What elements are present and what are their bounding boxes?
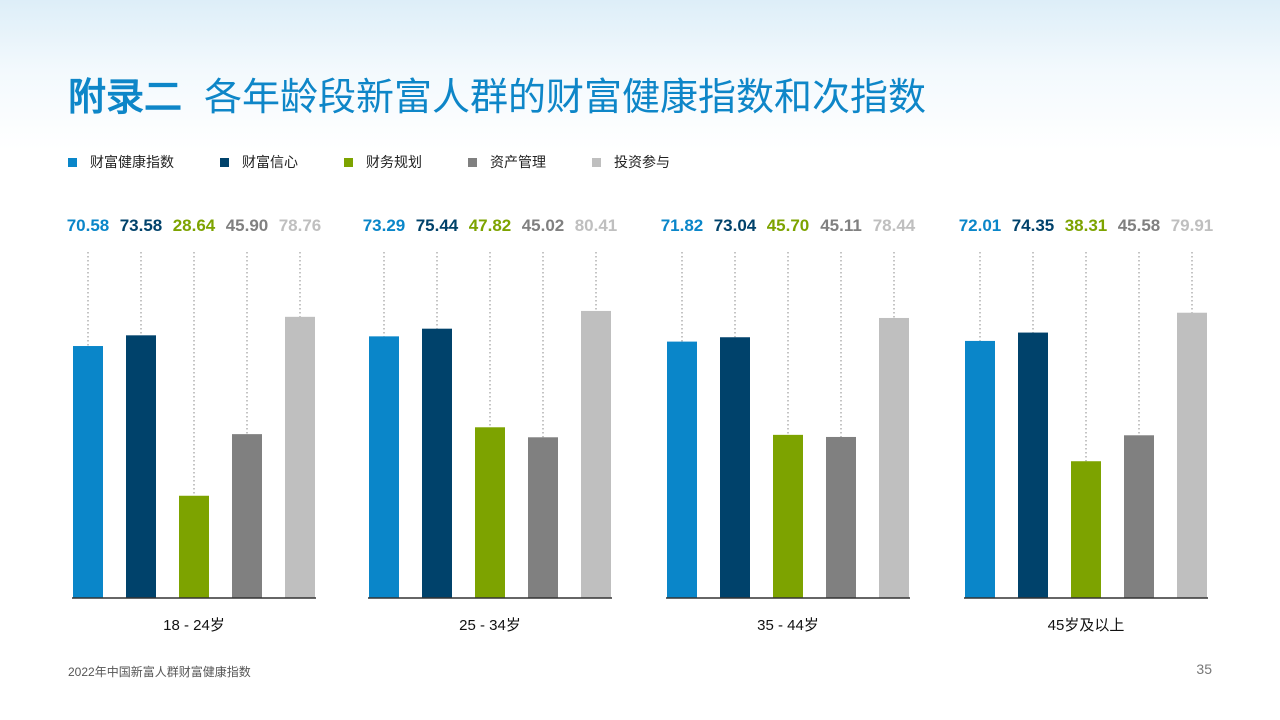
bar-value-label: 78.76	[279, 216, 322, 235]
legend-swatch-4	[592, 157, 601, 167]
title-prefix: 附录二	[68, 77, 183, 119]
bar-value-label: 73.29	[363, 216, 406, 235]
bar	[179, 495, 209, 598]
bar-value-label: 45.70	[767, 216, 810, 235]
legend-item-0: 财富健康指数	[68, 152, 174, 172]
title-text: 各年龄段新富人群的财富健康指数和次指数	[204, 77, 927, 119]
bar	[965, 340, 995, 598]
bar-value-label: 73.58	[120, 216, 163, 235]
bar-value-label: 80.41	[575, 216, 618, 235]
bar	[475, 427, 505, 598]
bar	[773, 434, 803, 598]
legend-swatch-1	[220, 157, 229, 167]
bar-value-label: 45.11	[820, 216, 862, 235]
footer-source: 2022年中国新富人群财富健康指数	[68, 665, 251, 679]
bar-value-label: 74.35	[1012, 216, 1055, 235]
legend-label-2: 财务规划	[366, 154, 422, 170]
legend-label-1: 财富信心	[242, 154, 298, 170]
legend-swatch-2	[344, 157, 353, 167]
bar	[1177, 312, 1207, 598]
bar-value-label: 45.58	[1118, 216, 1161, 235]
bar	[422, 328, 452, 598]
legend-item-2: 财务规划	[344, 152, 422, 172]
bar-value-label: 79.91	[1171, 216, 1214, 235]
bar	[879, 317, 909, 598]
bar	[528, 437, 558, 598]
group-label: 45岁及以上	[1048, 617, 1125, 634]
bar-value-label: 71.82	[661, 216, 704, 235]
group-label: 18 - 24岁	[163, 617, 225, 634]
page-number: 35	[1196, 661, 1212, 677]
bar	[232, 434, 262, 598]
legend-swatch-3	[468, 157, 477, 167]
bar	[1124, 435, 1154, 598]
bar-value-label: 75.44	[416, 216, 459, 235]
chart-legend: 财富健康指数 财富信心 财务规划 资产管理 投资参与	[68, 152, 716, 172]
bar-value-label: 38.31	[1065, 216, 1108, 235]
bar	[126, 335, 156, 598]
bar-value-label: 45.02	[522, 216, 565, 235]
bar	[73, 346, 103, 598]
bar-value-label: 47.82	[469, 216, 512, 235]
bar-value-label: 73.04	[714, 216, 757, 235]
bar-value-label: 70.58	[67, 216, 110, 235]
legend-item-1: 财富信心	[220, 152, 298, 172]
bar-value-label: 45.90	[226, 216, 269, 235]
group-label: 35 - 44岁	[757, 617, 819, 634]
bar	[369, 336, 399, 598]
legend-label-3: 资产管理	[490, 154, 546, 170]
bar	[1018, 332, 1048, 598]
legend-item-4: 投资参与	[592, 152, 670, 172]
page-title: 附录二 各年龄段新富人群的财富健康指数和次指数	[68, 77, 927, 120]
legend-swatch-0	[68, 157, 77, 167]
bar	[581, 310, 611, 598]
legend-item-3: 资产管理	[468, 152, 546, 172]
bar	[285, 316, 315, 598]
legend-label-0: 财富健康指数	[90, 154, 174, 170]
bar-value-label: 28.64	[173, 216, 216, 235]
bar	[667, 341, 697, 598]
bar-value-label: 78.44	[873, 216, 916, 235]
bar	[720, 337, 750, 598]
bar	[1071, 461, 1101, 598]
group-label: 25 - 34岁	[459, 617, 521, 634]
legend-label-4: 投资参与	[614, 154, 670, 170]
bar	[826, 436, 856, 598]
bar-value-label: 72.01	[959, 216, 1002, 235]
